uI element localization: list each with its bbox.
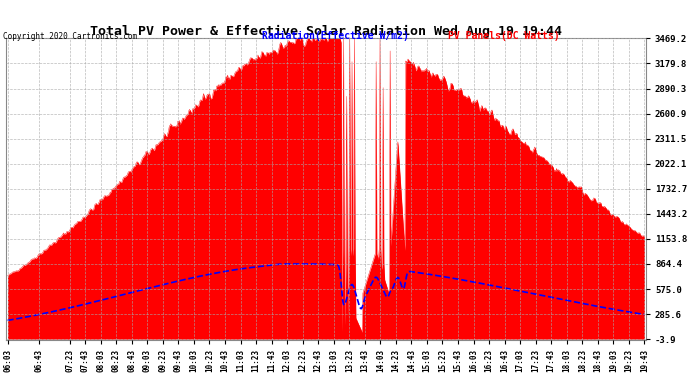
Title: Total PV Power & Effective Solar Radiation Wed Aug 19 19:44: Total PV Power & Effective Solar Radiati…	[90, 25, 562, 38]
Text: Radiation(Effective W/m2): Radiation(Effective W/m2)	[262, 32, 409, 41]
Text: Copyright 2020 Cartronics.com: Copyright 2020 Cartronics.com	[3, 32, 137, 41]
Text: PV Panels(DC Watts): PV Panels(DC Watts)	[448, 32, 560, 41]
